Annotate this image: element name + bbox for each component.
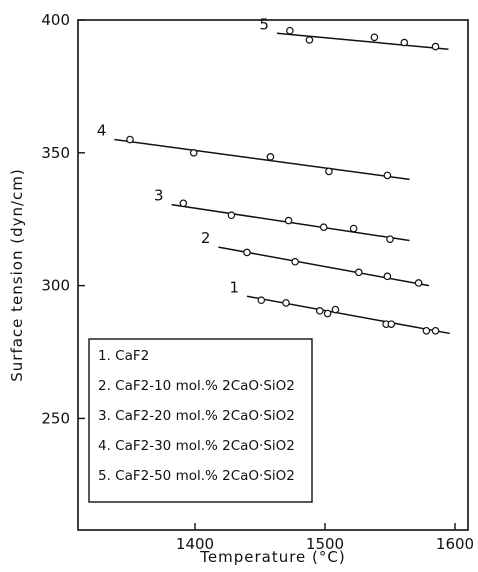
data-point [431,42,440,51]
y-axis-label: Surface tension (dyn/cm) [8,168,26,382]
fit-line-5 [276,32,449,50]
x-tick-label: 1500 [306,535,344,553]
data-point [126,135,134,144]
data-point [386,235,394,243]
y-tick-label: 300 [41,277,70,295]
legend-entry-4: 4. CaF2-30 mol.% 2CaO·SiO2 [98,438,295,454]
series-label-3: 3 [154,187,164,205]
fit-line-4 [114,138,410,181]
y-tick-label: 400 [41,11,70,29]
data-point [354,268,363,277]
data-point [266,152,275,161]
data-point [291,257,299,266]
data-point [431,326,440,335]
legend-entry-1: 1. CaF2 [98,348,149,364]
legend-entry-2: 2. CaF2-10 mol.% 2CaO·SiO2 [98,378,295,394]
data-point [257,296,266,305]
data-point [315,307,324,315]
x-tick-label: 1600 [436,535,474,553]
legend-box [88,338,313,503]
series-label-5: 5 [259,15,269,33]
axes: 1400 1500 1600 250 300 350 400 Temperature (°C)… [8,11,474,566]
series-label-4: 4 [97,122,107,140]
data-point [282,299,290,307]
legend-entry-3: 3. CaF2-20 mol.% 2CaO·SiO2 [98,408,295,424]
series-label-1: 1 [229,278,239,296]
data-point [349,224,358,233]
data-point [286,26,294,35]
y-tick-label: 250 [41,409,70,427]
data-point [325,167,333,176]
data-point [331,305,340,314]
data-point [305,36,314,44]
fit-line-1 [246,295,450,335]
series-number-labels: 1 2 3 4 5 [97,15,269,296]
data-point [284,216,293,225]
data-point [400,38,409,47]
y-tick-label: 350 [41,144,70,162]
legend: 1. CaF2 2. CaF2-10 mol.% 2CaO·SiO2 3. CaF2… [88,338,313,503]
data-point [243,248,251,257]
fit-line-2 [218,246,430,287]
data-point [383,171,392,180]
data-point [227,211,236,220]
data-point [370,33,379,42]
data-point [319,223,328,231]
data-point [323,309,332,318]
series-label-2: 2 [201,229,211,247]
fit-lines [114,32,450,335]
data-point [179,199,188,208]
x-tick-label: 1400 [176,535,214,553]
data-point [414,279,423,287]
data-point [422,326,431,335]
x-axis-label: Temperature (°C) [199,548,345,566]
data-point [387,320,396,328]
data-point [383,272,392,281]
legend-entry-5: 5. CaF2-50 mol.% 2CaO·SiO2 [98,468,295,484]
data-point [189,149,198,157]
data-points [126,26,440,335]
plot-frame [77,19,469,531]
